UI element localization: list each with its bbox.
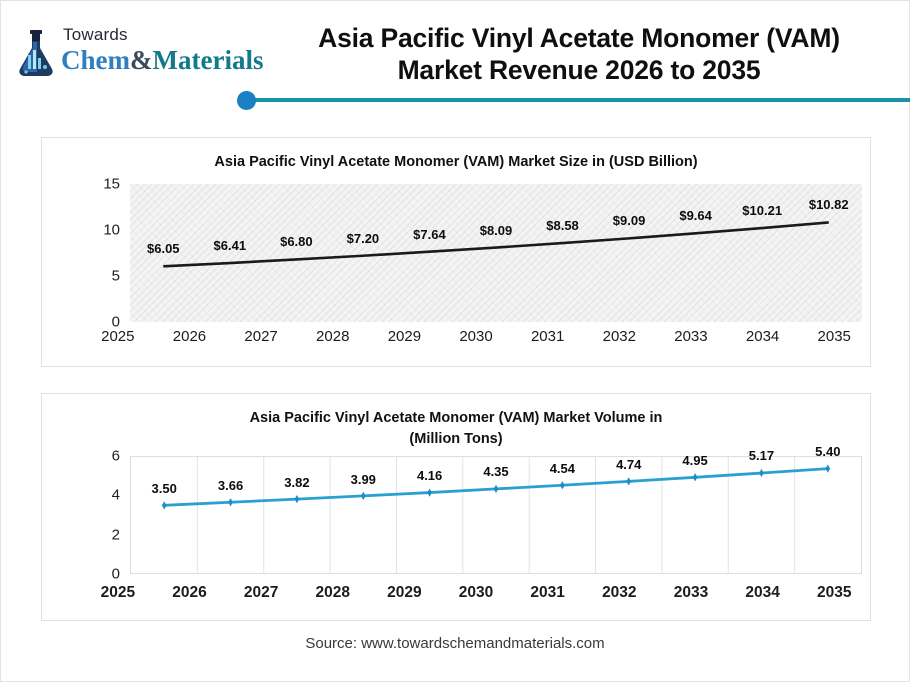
- series-marker: [161, 501, 167, 510]
- data-label: $7.64: [413, 226, 446, 242]
- y-axis-tick: 4: [111, 486, 120, 504]
- chart-card-market-size: Asia Pacific Vinyl Acetate Monomer (VAM)…: [41, 137, 871, 367]
- chart1-plot-area: $6.05 $6.41 $6.80 $7.20 $7.64 $8.09 $8.58 $9.09…: [130, 184, 862, 322]
- data-label: $10.82: [808, 197, 849, 213]
- chart2-title-line-2: (Million Tons): [409, 431, 503, 447]
- x-axis-tick: 2028: [315, 584, 350, 601]
- y-axis-tick: 0: [111, 313, 120, 331]
- x-axis-tick: 2033: [674, 328, 708, 345]
- x-axis-tick: 2032: [602, 584, 637, 601]
- page-title: Asia Pacific Vinyl Acetate Monomer (VAM)…: [259, 22, 899, 86]
- data-label: $10.21: [742, 203, 783, 219]
- brand-materials: Materials: [152, 45, 264, 75]
- source-footer: Source: www.towardschemandmaterials.com: [305, 635, 605, 652]
- series-marker: [759, 468, 764, 478]
- x-axis-tick: 2026: [172, 328, 207, 345]
- flask-icon: [15, 29, 59, 77]
- x-axis-tick: 2030: [459, 328, 493, 345]
- chart1-series-line: [130, 184, 862, 322]
- brand-wordmark: Towards Chem&Materials: [61, 25, 263, 75]
- data-label: $6.41: [213, 238, 247, 254]
- brand-ampersand: &: [130, 45, 153, 75]
- data-label: 4.95: [682, 452, 708, 468]
- data-label: 4.74: [616, 456, 642, 472]
- y-axis-tick: 15: [103, 175, 120, 193]
- data-label: $9.64: [679, 208, 712, 224]
- series-marker: [692, 473, 698, 482]
- x-axis-tick: 2034: [745, 584, 780, 601]
- x-axis-tick: 2032: [602, 328, 636, 345]
- data-label: 5.17: [748, 448, 775, 464]
- x-axis-tick: 2030: [458, 584, 494, 601]
- data-label: $6.80: [280, 234, 313, 250]
- x-axis-tick: 2033: [673, 584, 709, 601]
- x-axis-tick: 2025: [101, 328, 135, 345]
- series-marker: [228, 498, 233, 507]
- series-marker: [825, 464, 831, 473]
- brand-logo: Towards Chem&Materials: [15, 25, 263, 85]
- x-axis-tick: 2027: [243, 584, 279, 601]
- data-label: 3.99: [350, 471, 376, 487]
- data-label: 3.82: [284, 474, 310, 490]
- chart2-title-line-1: Asia Pacific Vinyl Acetate Monomer (VAM)…: [249, 410, 663, 426]
- data-label: $6.05: [146, 241, 180, 257]
- chart1-title: Asia Pacific Vinyl Acetate Monomer (VAM)…: [214, 154, 698, 170]
- data-label: $9.09: [612, 213, 646, 229]
- data-label: 3.66: [217, 478, 244, 494]
- divider-line: [253, 98, 910, 102]
- data-label: 4.16: [416, 468, 443, 484]
- data-label: $7.20: [346, 230, 380, 246]
- y-axis-tick: 10: [103, 221, 120, 239]
- series-marker: [427, 488, 432, 497]
- x-axis-tick: 2025: [100, 584, 136, 601]
- x-axis-tick: 2029: [387, 584, 422, 601]
- x-axis-tick: 2026: [172, 584, 207, 601]
- chart1-plot-shell: 0 5 10 15 $6.05 $6.41 $6.80 $7.20 $7.64 $8.09 $8.…: [90, 176, 862, 331]
- y-axis-tick: 5: [111, 267, 120, 285]
- data-label: 3.50: [151, 481, 177, 497]
- header: Towards Chem&Materials Asia Pacific Viny…: [1, 1, 910, 113]
- chart-card-market-volume: Asia Pacific Vinyl Acetate Monomer (VAM)…: [41, 393, 871, 621]
- series-marker: [493, 484, 499, 494]
- x-axis-tick: 2027: [244, 328, 278, 345]
- chart2-x-axis: 2025 2026 2027 2028 2029 2030 2031 2032 2033 2034…: [82, 584, 870, 602]
- y-axis-tick: 0: [111, 565, 120, 583]
- header-divider: [237, 91, 910, 111]
- series-line: [163, 222, 828, 266]
- chart2-series-line: [161, 457, 831, 573]
- series-marker: [294, 495, 300, 504]
- chart2-title: Asia Pacific Vinyl Acetate Monomer (VAM)…: [42, 408, 870, 450]
- x-axis-tick: 2028: [316, 328, 350, 345]
- page-title-line-1: Asia Pacific Vinyl Acetate Monomer (VAM): [318, 23, 840, 53]
- series-marker: [626, 477, 632, 486]
- data-label: 4.35: [483, 464, 509, 480]
- y-axis-tick: 2: [111, 526, 120, 544]
- x-axis-tick: 2029: [387, 328, 422, 345]
- data-label: $8.58: [546, 218, 579, 234]
- x-axis-tick: 2035: [817, 328, 851, 345]
- series-marker: [560, 481, 565, 490]
- chart1-y-axis: 0 5 10 15: [90, 176, 128, 331]
- x-axis-tick: 2031: [530, 328, 565, 345]
- divider-dot-icon: [237, 91, 256, 110]
- page-title-line-2: Market Revenue 2026 to 2035: [397, 55, 761, 85]
- data-label: 4.54: [549, 460, 576, 476]
- y-axis-tick: 6: [111, 447, 120, 465]
- series-marker: [360, 491, 366, 500]
- chart1-x-axis: 2025 2026 2027 2028 2029 2030 2031 2032 2033 2034…: [82, 328, 870, 345]
- x-axis-tick: 2034: [745, 328, 780, 345]
- x-axis-tick: 2035: [816, 584, 852, 601]
- data-label: $8.09: [479, 222, 513, 238]
- data-label: 5.40: [815, 443, 841, 459]
- x-axis-tick: 2031: [530, 584, 565, 601]
- brand-chem: Chem: [61, 45, 130, 75]
- chart2-plot-area: 3.50 3.66 3.82 3.99 4.16 4.35 4.54 4.74 4.95 5.17…: [130, 444, 862, 574]
- brand-towards: Towards: [63, 25, 128, 44]
- brand-name: Chem&Materials: [61, 45, 263, 75]
- chart2-plot-shell: 0 2 4 6 3.50 3.66 3.82 3.99 4.16 4.35 4.54 4.74 4.9…: [90, 444, 862, 583]
- chart2-y-axis: 0 2 4 6: [90, 448, 128, 583]
